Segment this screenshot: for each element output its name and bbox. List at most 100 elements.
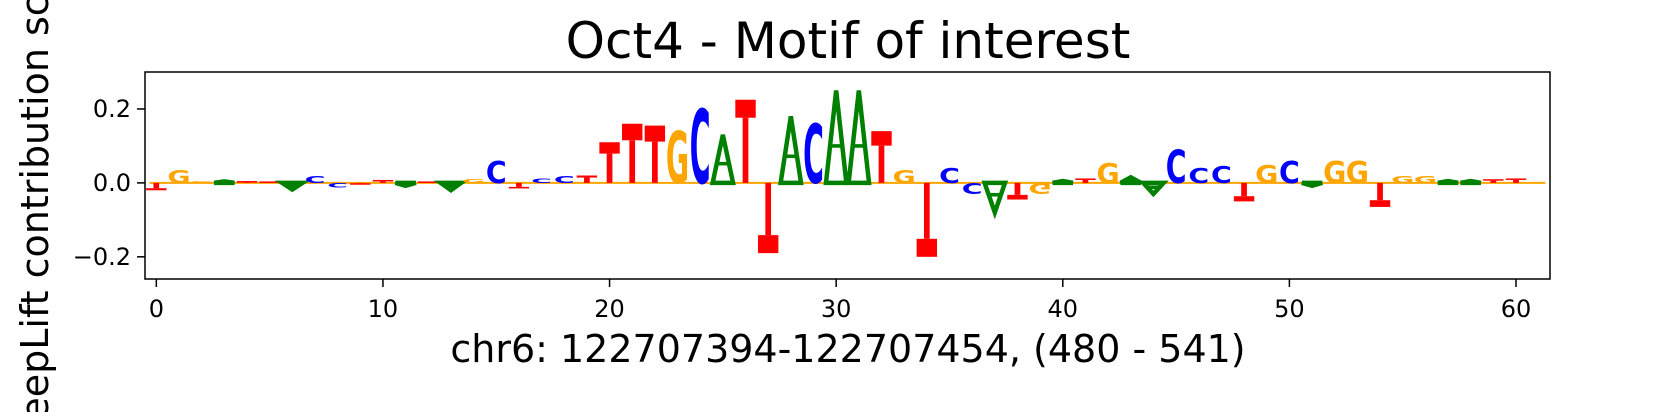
logo-letter-A (1119, 174, 1143, 186)
logo-letter-C: C (327, 181, 348, 188)
logo-letter-A (1437, 178, 1459, 186)
logo-letter-T (1369, 182, 1391, 207)
svg-text:C: C (305, 174, 326, 186)
logo-letter-T (1007, 182, 1028, 200)
logo-letter-T (622, 123, 643, 183)
logo-letter-T (372, 179, 394, 183)
logo-letter-A (981, 180, 1009, 220)
x-axis-label: chr6: 122707394-122707454, (480 - 541) (450, 327, 1245, 371)
x-tick-label: 40 (1048, 295, 1079, 323)
svg-text:C: C (1279, 155, 1300, 190)
svg-text:G: G (462, 178, 485, 184)
svg-text:G: G (167, 166, 190, 187)
svg-text:C: C (327, 181, 348, 188)
svg-text:C: C (803, 109, 824, 202)
logo-letter-C: C (1188, 164, 1209, 188)
x-tick-label: 0 (149, 295, 164, 323)
y-tick-label: −0.2 (73, 243, 131, 271)
logo-letter-G: G (167, 166, 190, 187)
logo-letter-C: C (803, 109, 824, 202)
logo-letter-A (1460, 178, 1482, 186)
logo-letter-T (418, 181, 439, 183)
logo-letter-T (1483, 179, 1504, 183)
x-tick-label: 10 (368, 295, 399, 323)
logo-letter-G: G (1096, 157, 1119, 190)
y-axis: −0.2 0.0 0.2 (73, 95, 145, 271)
logo-letter-A (846, 90, 872, 186)
svg-text:G: G (1255, 160, 1278, 189)
x-tick-label: 50 (1274, 295, 1305, 323)
logo-letter-T (1233, 182, 1255, 202)
logo-letter-G: G (1414, 174, 1437, 186)
logo-letter-T (735, 99, 756, 183)
logo-letter-G: G (462, 178, 485, 184)
y-tick-label: 0.0 (93, 169, 131, 197)
logo-letter-T (871, 131, 892, 183)
logo-letter-A (274, 180, 311, 193)
logo-letter-A (823, 90, 849, 186)
logo-letter-C: C (531, 177, 552, 184)
logo-letter-C: C (486, 155, 507, 190)
plot-frame (144, 71, 1551, 280)
y-tick-label: 0.2 (93, 95, 131, 123)
logo-letter-G: G (893, 166, 916, 187)
svg-text:C: C (962, 179, 983, 196)
svg-text:C: C (486, 155, 507, 190)
x-tick-label: 20 (594, 295, 625, 323)
svg-text:C: C (1166, 141, 1187, 194)
logo-letter-G: G (1391, 174, 1414, 186)
logo-letter-T (644, 125, 666, 183)
svg-text:G: G (1028, 179, 1051, 196)
logo-letter-C: C (962, 179, 983, 196)
logo-letter-G: G (666, 117, 689, 200)
logo-letter-C: C (1279, 155, 1300, 190)
logo-letter-C: C (939, 164, 960, 188)
logo-letter-G: G (1346, 155, 1369, 190)
logo-letter-T (508, 182, 530, 189)
logo-letter-T (1505, 178, 1527, 183)
chart-title: Oct4 - Motif of interest (566, 12, 1131, 70)
logo-letter-A (778, 116, 804, 186)
y-axis-label: DeepLift contribution scores (13, 0, 57, 412)
x-tick-label: 60 (1501, 295, 1532, 323)
logo-letter-A (1301, 180, 1323, 189)
logo-letter-G: G (190, 181, 213, 184)
logo-letter-C: C (305, 174, 326, 186)
logo-letter-G: G (1323, 155, 1346, 190)
svg-text:C: C (1188, 164, 1209, 188)
logo-letter-A (394, 180, 417, 189)
logo-letter-A (1138, 180, 1169, 198)
logo-letter-C: C (690, 89, 711, 207)
logo-letter-C: C (554, 174, 575, 186)
logo-letter-T (146, 182, 167, 191)
svg-text:G: G (1414, 174, 1437, 186)
logo-letter-T (1075, 178, 1096, 183)
svg-text:C: C (554, 174, 575, 186)
svg-text:G: G (1346, 155, 1369, 190)
x-axis: 0 10 20 30 40 50 60 (149, 279, 1532, 323)
logo-letter-T (236, 181, 258, 183)
plot-area: G G C CG C C C G C C G C C G G C C C G C G G G G (146, 89, 1546, 257)
logo-letter-G: G (1255, 160, 1278, 189)
svg-text:G: G (1323, 155, 1346, 190)
svg-text:C: C (531, 177, 552, 184)
svg-text:G: G (1096, 157, 1119, 190)
logo-letter-A (709, 134, 736, 186)
logo-letter-T (576, 175, 598, 183)
logo-letter-T (916, 182, 938, 257)
logo-letter-G: G (1028, 179, 1051, 196)
logo-letter-T (757, 182, 779, 254)
logo-letter-C: C (1211, 163, 1232, 190)
svg-text:C: C (1211, 163, 1232, 190)
svg-text:G: G (1391, 174, 1414, 186)
svg-text:G: G (666, 117, 689, 200)
svg-text:C: C (690, 89, 711, 207)
logo-letter-C: C (1166, 141, 1187, 194)
logo-letter-A (213, 179, 235, 186)
svg-text:C: C (939, 164, 960, 188)
logo-letter-A (1052, 178, 1074, 186)
logo-letter-T (350, 182, 371, 185)
logo-letter-A (433, 180, 469, 194)
svg-text:G: G (893, 166, 916, 187)
